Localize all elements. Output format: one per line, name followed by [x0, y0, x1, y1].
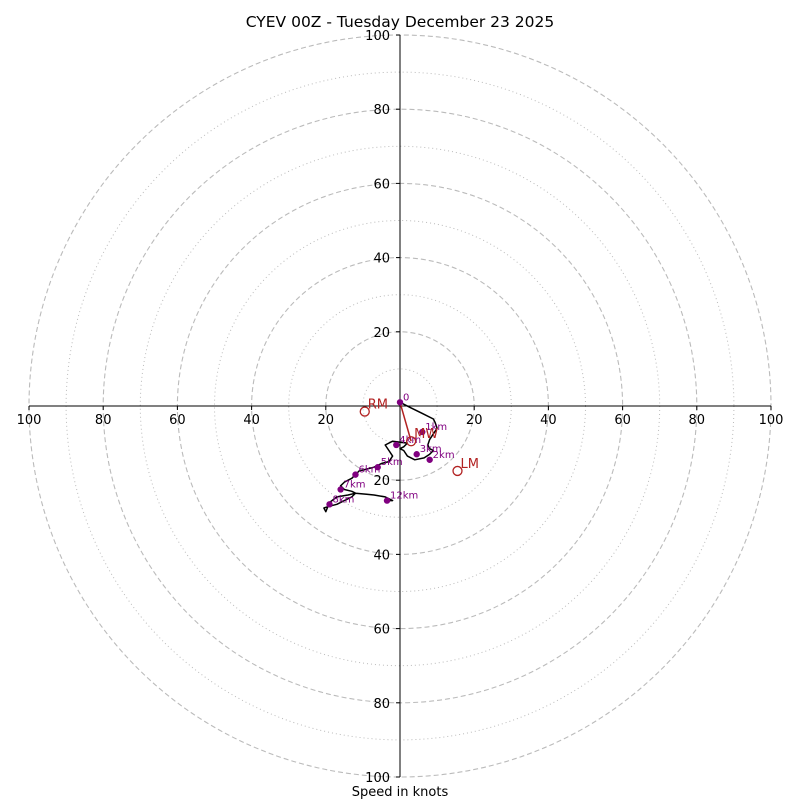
x-tick-label: 60 — [614, 413, 631, 428]
x-axis-label: Speed in knots — [352, 785, 449, 800]
height-label: 12km — [390, 491, 418, 502]
height-marker — [426, 456, 433, 463]
height-label: 5km — [381, 457, 403, 468]
x-tick-label: 80 — [689, 413, 706, 428]
height-marker — [396, 399, 404, 406]
y-tick-label: 60 — [373, 177, 390, 192]
y-tick-label: 40 — [373, 548, 390, 563]
y-tick-label: 80 — [373, 103, 390, 118]
storm-motion-label: LM — [461, 457, 479, 472]
height-label: 8km — [333, 494, 355, 505]
height-label: 2km — [433, 450, 455, 461]
x-tick-label: 100 — [17, 413, 42, 428]
shear-vector — [399, 402, 412, 442]
x-tick-label: 20 — [466, 413, 483, 428]
y-tick-label: 100 — [365, 29, 390, 44]
y-tick-label: 20 — [373, 474, 390, 489]
height-marker — [337, 486, 344, 493]
height-marker — [393, 441, 400, 449]
y-tick-label: 20 — [373, 326, 390, 341]
y-tick-label: 40 — [373, 252, 390, 267]
storm-motion-label: MW — [414, 427, 438, 442]
storm-motion-marker — [452, 465, 463, 477]
height-marker — [419, 428, 426, 436]
height-label: 6km — [358, 465, 380, 476]
x-tick-label: 100 — [759, 413, 784, 428]
tick-labels: 100 80 60 40 20 20 40 60 80 100 100 80 60 40 20 20 40 60 8… — [17, 29, 784, 786]
height-label: 7km — [344, 479, 366, 490]
axes — [29, 35, 771, 777]
y-tick-label: 80 — [373, 697, 390, 712]
x-tick-label: 20 — [318, 413, 335, 428]
height-label: 1km — [425, 422, 447, 433]
chart-title: CYEV 00Z - Tuesday December 23 2025 — [246, 13, 555, 31]
x-tick-label: 40 — [540, 413, 557, 428]
height-marker — [352, 471, 359, 478]
x-tick-label: 80 — [95, 413, 112, 428]
storm-motion-marker — [405, 436, 417, 447]
x-tick-label: 60 — [169, 413, 186, 428]
storm-motion-marker — [359, 406, 370, 417]
height-label: 3km — [420, 444, 442, 455]
height-marker — [383, 497, 391, 504]
y-tick-label: 100 — [365, 771, 390, 786]
height-marker — [374, 464, 381, 471]
storm-motion-label: RM — [368, 398, 388, 413]
y-tick-label: 60 — [373, 623, 390, 638]
height-marker — [326, 501, 333, 508]
x-tick-label: 40 — [243, 413, 260, 428]
height-label: 4km — [399, 435, 421, 446]
height-label: 0 — [403, 392, 409, 403]
height-marker — [413, 451, 420, 458]
